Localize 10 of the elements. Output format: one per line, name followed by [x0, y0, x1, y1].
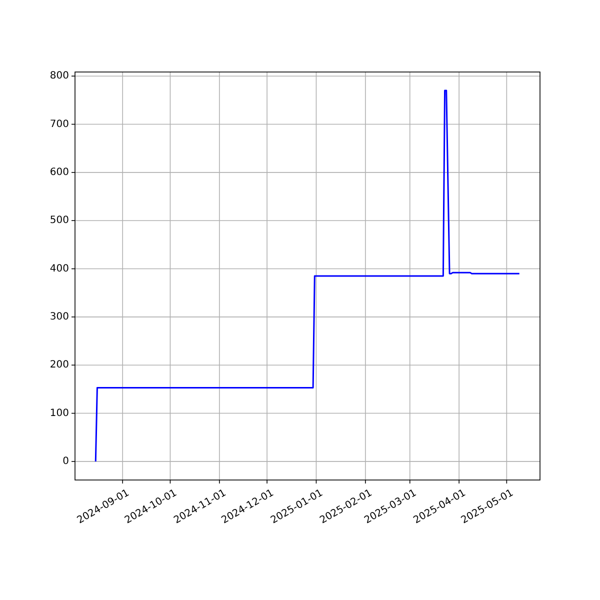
- y-tick-label: 300: [50, 311, 69, 322]
- y-tick-label: 200: [50, 360, 69, 371]
- y-tick-label: 100: [50, 408, 69, 419]
- y-tick-label: 600: [50, 166, 69, 178]
- y-tick-label: 400: [50, 263, 69, 274]
- y-tick-label: 800: [50, 70, 69, 82]
- y-tick-label: 700: [50, 118, 69, 130]
- y-tick-label: 500: [50, 215, 69, 226]
- line-series: [94, 90, 520, 462]
- y-tick-label: 0: [62, 456, 69, 467]
